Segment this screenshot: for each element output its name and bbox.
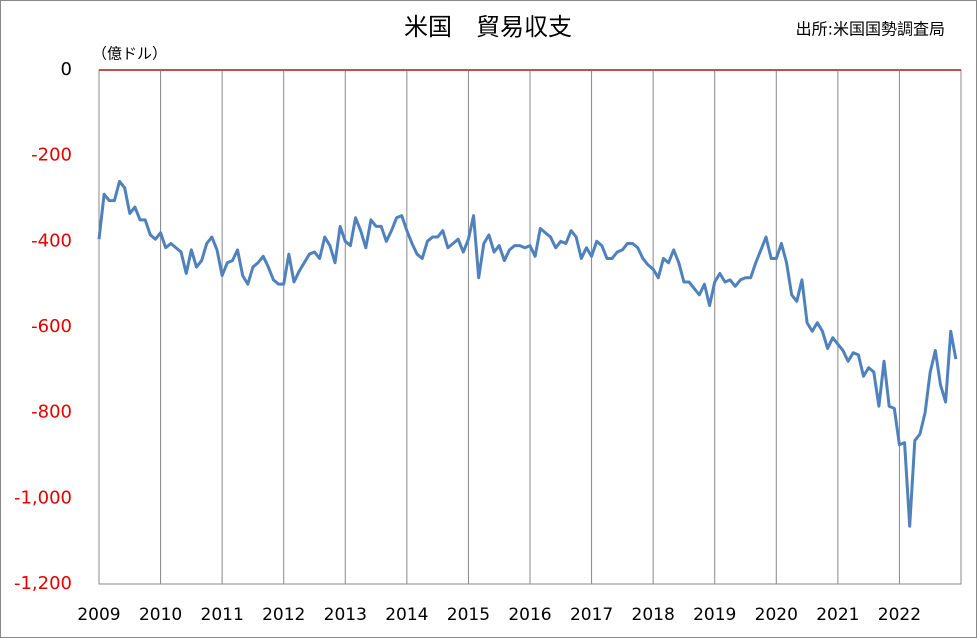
y-tick-label: -200 — [31, 145, 72, 166]
x-tick-label: 2019 — [693, 605, 736, 625]
x-tick-label: 2011 — [201, 605, 244, 625]
y-axis-label: （億ドル） — [92, 45, 167, 63]
chart-title: 米国 貿易収支 — [404, 13, 572, 41]
y-tick-label: 0 — [61, 59, 72, 80]
x-tick-label: 2012 — [262, 605, 305, 625]
x-tick-label: 2022 — [878, 605, 921, 625]
source: 出所:米国国勢調査局 — [796, 20, 945, 39]
y-tick-label: -600 — [31, 316, 72, 337]
x-tick-label: 2009 — [77, 605, 120, 625]
x-tick-label: 2016 — [508, 605, 551, 625]
x-tick-label: 2014 — [385, 605, 428, 625]
x-tick-label: 2015 — [447, 605, 490, 625]
y-tick-label: -1,200 — [14, 573, 72, 594]
y-tick-label: -400 — [31, 230, 72, 251]
x-tick-label: 2021 — [816, 605, 859, 625]
x-tick-label: 2010 — [139, 605, 182, 625]
x-tick-label: 2013 — [324, 605, 367, 625]
y-tick-label: -1,000 — [14, 487, 72, 508]
line — [97, 179, 958, 528]
x-tick-label: 2018 — [632, 605, 675, 625]
y-tick-label: -800 — [31, 402, 72, 423]
x-tick-label: 2020 — [755, 605, 798, 625]
x-tick-label: 2017 — [570, 605, 613, 625]
